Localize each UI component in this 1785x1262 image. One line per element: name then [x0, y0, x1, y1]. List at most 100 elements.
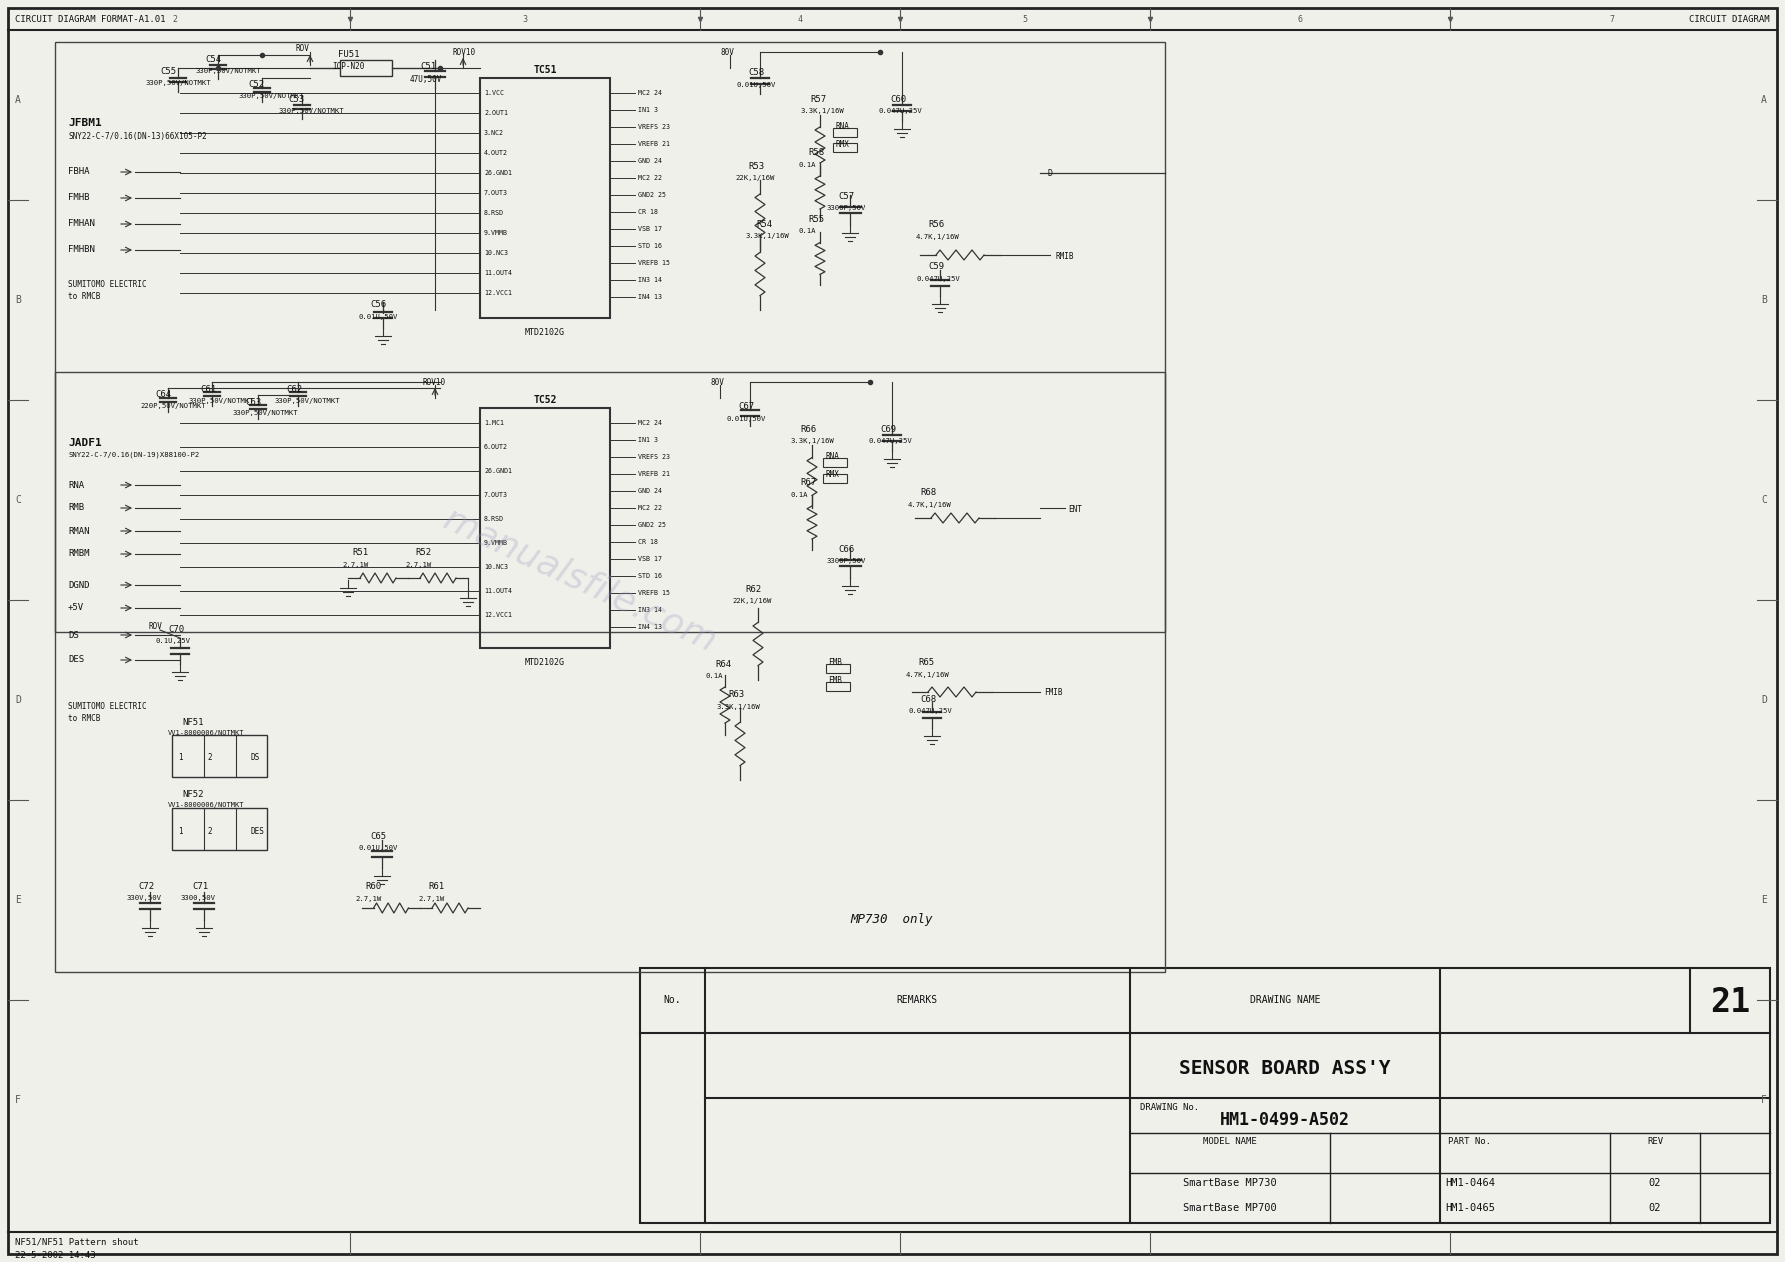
Text: FU51: FU51	[337, 50, 359, 59]
Text: 12.VCC1: 12.VCC1	[484, 290, 512, 297]
Text: FMB: FMB	[828, 676, 843, 685]
Text: RMAN: RMAN	[68, 526, 89, 535]
Text: 330P,50V/NOTMKT: 330P,50V/NOTMKT	[145, 80, 211, 86]
Text: 3.3K,1/16W: 3.3K,1/16W	[800, 109, 844, 114]
Text: 0.1U,25V: 0.1U,25V	[155, 639, 189, 644]
Text: to RMCB: to RMCB	[68, 292, 100, 302]
Text: 330P,50V/NOTMKT: 330P,50V/NOTMKT	[232, 410, 298, 416]
Text: JFBM1: JFBM1	[68, 119, 102, 127]
Text: 10.NC3: 10.NC3	[484, 564, 509, 570]
Text: 9.VMMB: 9.VMMB	[484, 540, 509, 546]
Text: 2: 2	[207, 753, 212, 762]
Text: FBHA: FBHA	[68, 168, 89, 177]
Text: C56: C56	[369, 300, 386, 309]
Text: SNY22-C-7/0.16(DN-19)X88100-P2: SNY22-C-7/0.16(DN-19)X88100-P2	[68, 452, 200, 458]
Text: C: C	[1762, 495, 1767, 505]
Bar	[823, 458, 848, 467]
Text: 4.7K,1/16W: 4.7K,1/16W	[909, 502, 951, 509]
Text: 2.7,1W: 2.7,1W	[343, 562, 368, 568]
Text: RMIB: RMIB	[1055, 252, 1073, 261]
Text: C72: C72	[137, 882, 154, 891]
Text: MP730  only: MP730 only	[850, 914, 932, 926]
Text: C70: C70	[168, 625, 184, 634]
Text: C58: C58	[748, 68, 764, 77]
Text: 220P,50V/NOTMKT: 220P,50V/NOTMKT	[139, 403, 205, 409]
Text: 0.01U,50V: 0.01U,50V	[726, 416, 766, 422]
Text: NF51: NF51	[182, 718, 203, 727]
Text: RNA: RNA	[825, 452, 839, 461]
Text: R61: R61	[428, 882, 444, 891]
Text: SUMITOMO ELECTRIC: SUMITOMO ELECTRIC	[68, 280, 146, 289]
Text: D: D	[14, 695, 21, 705]
Text: 0.047U,25V: 0.047U,25V	[878, 109, 921, 114]
Text: 6: 6	[1298, 14, 1303, 24]
Bar	[823, 475, 848, 483]
Text: VSB 17: VSB 17	[637, 226, 662, 232]
Text: VREFS 23: VREFS 23	[637, 124, 669, 130]
Text: 1: 1	[178, 827, 182, 835]
Text: 02: 02	[1649, 1203, 1662, 1213]
Text: 0.047U,25V: 0.047U,25V	[868, 438, 912, 444]
Text: VREFS 23: VREFS 23	[637, 454, 669, 461]
Text: 0.047U,25V: 0.047U,25V	[916, 276, 960, 281]
Text: R63: R63	[728, 690, 744, 699]
Text: VSB 17: VSB 17	[637, 557, 662, 562]
Text: R68: R68	[919, 488, 935, 497]
Text: 7.OUT3: 7.OUT3	[484, 492, 509, 498]
Text: FMIB: FMIB	[1044, 688, 1062, 697]
Text: VREFB 21: VREFB 21	[637, 471, 669, 477]
Text: DRAWING No.: DRAWING No.	[1141, 1103, 1200, 1113]
Text: IN3 14: IN3 14	[637, 607, 662, 613]
Text: JADF1: JADF1	[68, 438, 102, 448]
Text: R65: R65	[917, 658, 934, 668]
Text: C62: C62	[286, 385, 302, 394]
Text: TC52: TC52	[534, 395, 557, 405]
Text: 1: 1	[178, 753, 182, 762]
Text: 2.7,1W: 2.7,1W	[355, 896, 382, 902]
Text: 3.3K,1/16W: 3.3K,1/16W	[744, 233, 789, 239]
Text: RMX: RMX	[825, 469, 839, 480]
Text: C66: C66	[837, 545, 855, 554]
Text: 2: 2	[173, 14, 177, 24]
Text: DRAWING NAME: DRAWING NAME	[1250, 994, 1321, 1005]
Text: 8.RSD: 8.RSD	[484, 209, 503, 216]
Text: MC2 22: MC2 22	[637, 505, 662, 511]
Text: C68: C68	[919, 695, 935, 704]
Text: 330P,50V/NOTMKT: 330P,50V/NOTMKT	[278, 109, 345, 114]
Text: FMHAN: FMHAN	[68, 220, 95, 228]
Text: 11.OUT4: 11.OUT4	[484, 270, 512, 276]
Text: SmartBase MP700: SmartBase MP700	[1183, 1203, 1276, 1213]
Text: IN3 14: IN3 14	[637, 276, 662, 283]
Text: R54: R54	[757, 220, 773, 228]
Text: DS: DS	[68, 631, 79, 640]
Text: MC2 22: MC2 22	[637, 175, 662, 180]
Text: R60: R60	[364, 882, 382, 891]
Text: 4.OUT2: 4.OUT2	[484, 150, 509, 156]
Text: VV1-8000006/NOTMKT: VV1-8000006/NOTMKT	[168, 801, 245, 808]
Text: MC2 24: MC2 24	[637, 90, 662, 96]
Text: REV: REV	[1648, 1137, 1664, 1146]
Text: HM1-0465: HM1-0465	[1446, 1203, 1496, 1213]
Text: 22K,1/16W: 22K,1/16W	[732, 598, 771, 604]
Text: C59: C59	[928, 262, 944, 271]
Text: 0.1A: 0.1A	[798, 228, 816, 233]
Text: 0.1A: 0.1A	[705, 673, 723, 679]
Text: E: E	[14, 895, 21, 905]
Text: F: F	[1762, 1095, 1767, 1106]
Text: FMHB: FMHB	[68, 193, 89, 202]
Text: B: B	[1762, 295, 1767, 305]
Text: 3300P,50V: 3300P,50V	[826, 204, 866, 211]
Text: IN4 13: IN4 13	[637, 294, 662, 300]
Text: 0.1A: 0.1A	[798, 162, 816, 168]
Text: SmartBase MP730: SmartBase MP730	[1183, 1177, 1276, 1188]
Text: C55: C55	[161, 67, 177, 76]
Text: DGND: DGND	[68, 581, 89, 589]
Text: 2.OUT1: 2.OUT1	[484, 110, 509, 116]
Text: 3: 3	[523, 14, 528, 24]
Text: R67: R67	[800, 478, 816, 487]
Text: RNA: RNA	[68, 481, 84, 490]
Text: CR 18: CR 18	[637, 539, 659, 545]
Text: 26.GND1: 26.GND1	[484, 468, 512, 475]
Text: MODEL NAME: MODEL NAME	[1203, 1137, 1257, 1146]
Text: CR 18: CR 18	[637, 209, 659, 215]
